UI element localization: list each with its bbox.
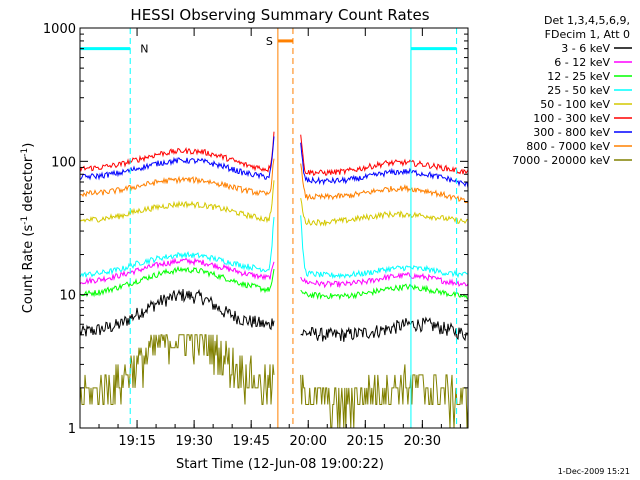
series-line-2-post: [300, 283, 469, 301]
series-line-7-pre: [79, 158, 275, 198]
series-line-5-pre: [79, 131, 275, 173]
legend-label-1: 6 - 12 keV: [554, 56, 610, 69]
x-tick-label-1: 19:30: [175, 434, 212, 449]
series-line-7-post: [300, 163, 469, 204]
legend-label-4: 50 - 100 keV: [540, 98, 610, 111]
series-line-6-post: [300, 142, 469, 189]
timestamp: 1-Dec-2009 15:21: [558, 467, 630, 476]
legend-label-6: 300 - 800 keV: [533, 126, 610, 139]
annotation-label-saa: S: [266, 35, 273, 48]
series-line-3-post: [300, 215, 469, 280]
legend-label-8: 7000 - 20000 keV: [512, 154, 610, 167]
annotations: NS: [80, 28, 458, 428]
chart-title: HESSI Observing Summary Count Rates: [130, 6, 429, 24]
legend-header-2: FDecim 1, Att 0: [545, 28, 630, 41]
series-line-3-pre: [79, 217, 275, 278]
y-axis: 1 10 100 1000: [43, 22, 468, 437]
x-axis-label: Start Time (12-Jun-08 19:00:22): [176, 457, 384, 472]
y-tick-label-1: 10: [59, 289, 76, 304]
series-line-8-post: [300, 364, 469, 429]
series-line-8-pre: [79, 334, 275, 405]
x-tick-label-0: 19:15: [118, 434, 155, 449]
series-line-0-post: [300, 316, 469, 342]
series-line-1-pre: [79, 257, 275, 285]
series-line-5-post: [300, 134, 469, 177]
y-tick-label-3: 1000: [43, 22, 76, 37]
legend-header-1: Det 1,3,4,5,6,9,: [544, 14, 630, 27]
x-tick-label-2: 19:45: [232, 434, 269, 449]
y-axis-label: Count Rate (s-1 detector-1): [20, 143, 36, 314]
series-line-2-pre: [79, 265, 275, 298]
x-tick-label-5: 20:30: [404, 434, 441, 449]
series-line-0-pre: [79, 288, 275, 337]
plot-frame: [79, 27, 469, 429]
annotation-label-night: N: [140, 43, 148, 56]
legend-label-7: 800 - 7000 keV: [526, 140, 610, 153]
series-line-4-post: [300, 198, 469, 227]
series-line-1-post: [300, 272, 469, 289]
series-line-6-pre: [79, 136, 275, 181]
x-tick-label-4: 20:15: [347, 434, 384, 449]
legend-label-5: 100 - 300 keV: [533, 112, 610, 125]
legend-label-2: 12 - 25 keV: [547, 70, 610, 83]
y-tick-label-0: 1: [68, 422, 76, 437]
legend-label-3: 25 - 50 keV: [547, 84, 610, 97]
x-axis: 19:15 19:30 19:45 20:00 20:15 20:30: [79, 28, 461, 449]
legend: Det 1,3,4,5,6,9, FDecim 1, Att 0 3 - 6 k…: [512, 14, 632, 167]
series-line-4-pre: [79, 180, 275, 224]
y-tick-label-2: 100: [51, 155, 76, 170]
x-tick-label-3: 20:00: [290, 434, 327, 449]
legend-label-0: 3 - 6 keV: [561, 42, 610, 55]
chart-marks: [79, 131, 469, 429]
